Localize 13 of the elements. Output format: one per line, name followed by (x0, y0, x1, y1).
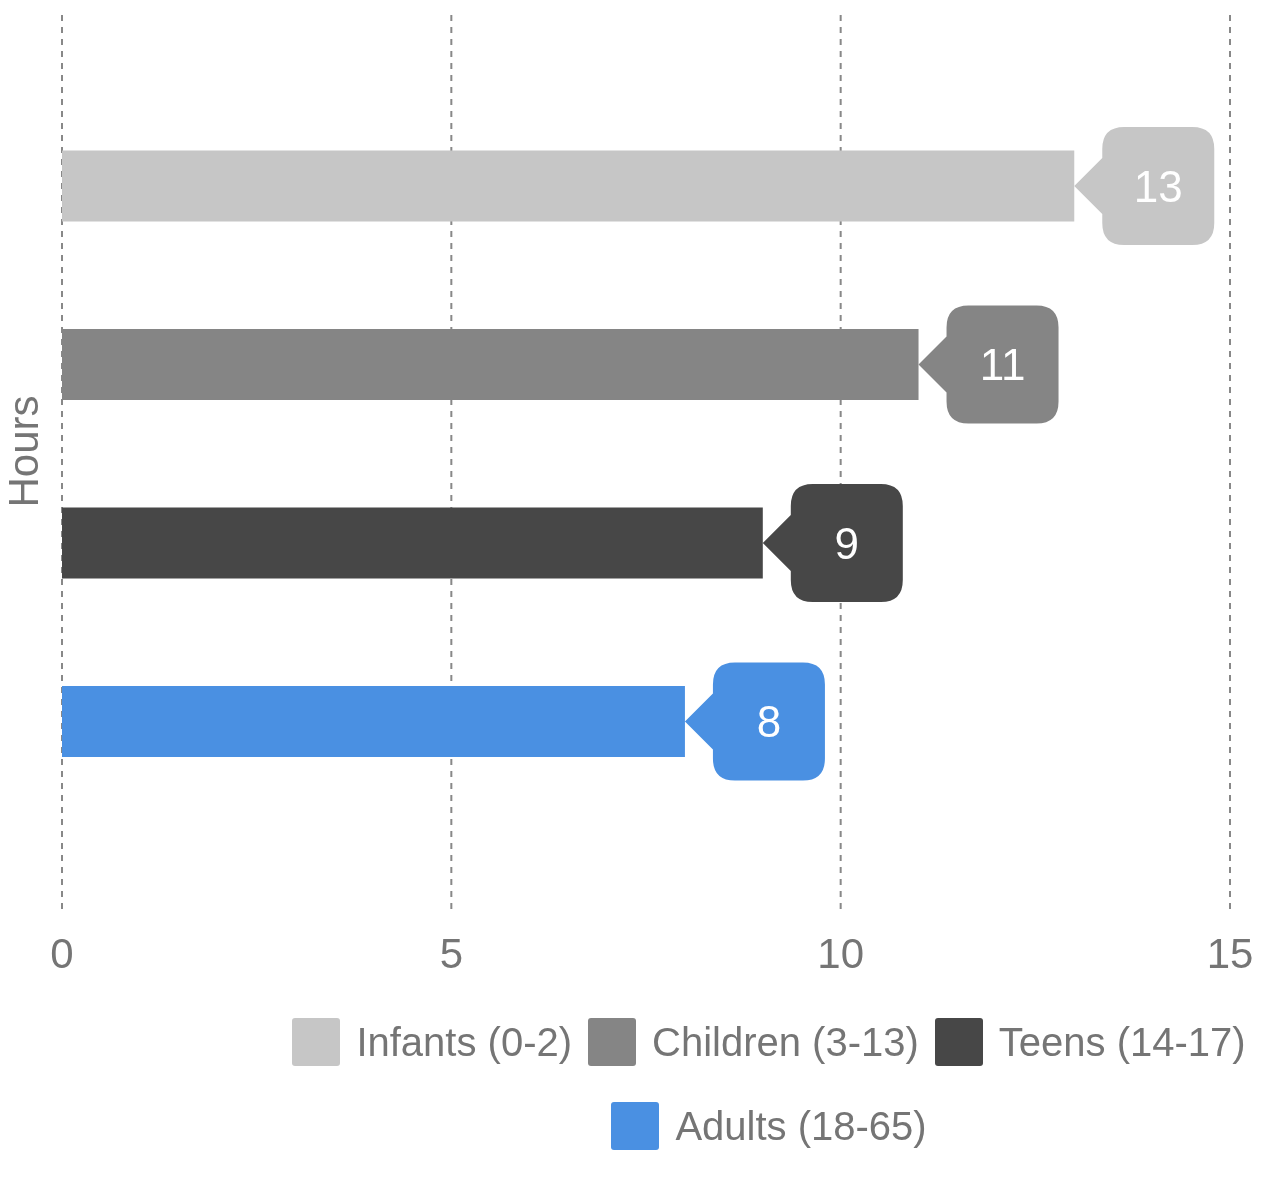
data-label: 8 (756, 697, 782, 747)
data-label: 9 (834, 518, 860, 568)
legend-label: Adults (18-65) (674, 1103, 927, 1150)
x-tick-label: 0 (50, 929, 74, 977)
data-label: 11 (979, 340, 1026, 390)
legend-label: Teens (14-17) (997, 1019, 1246, 1066)
x-tick-label: 5 (439, 929, 464, 977)
x-tick-label: 15 (1206, 929, 1254, 977)
x-tick-label: 10 (817, 929, 865, 977)
data-label: 13 (1133, 161, 1183, 211)
legend-label: Infants (0-2) (355, 1019, 573, 1066)
y-axis-title: Hours (0, 395, 47, 508)
legend-label: Children (3-13) (651, 1019, 919, 1066)
